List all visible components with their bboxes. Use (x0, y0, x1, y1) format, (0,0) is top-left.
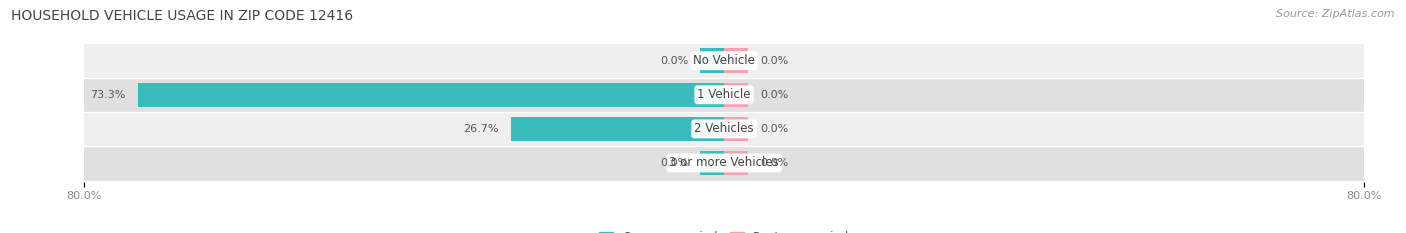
Bar (138, 82, 724, 107)
Text: 73.3%: 73.3% (90, 90, 127, 100)
Bar (700, 48, 724, 73)
Text: 0.0%: 0.0% (761, 158, 789, 168)
Text: 0.0%: 0.0% (659, 158, 688, 168)
Text: No Vehicle: No Vehicle (693, 54, 755, 67)
Bar (724, 48, 748, 73)
Text: 26.7%: 26.7% (463, 124, 499, 134)
Text: 3 or more Vehicles: 3 or more Vehicles (669, 157, 779, 169)
Text: HOUSEHOLD VEHICLE USAGE IN ZIP CODE 12416: HOUSEHOLD VEHICLE USAGE IN ZIP CODE 1241… (11, 9, 353, 23)
Text: 0.0%: 0.0% (761, 56, 789, 66)
Legend: Owner-occupied, Renter-occupied: Owner-occupied, Renter-occupied (593, 226, 855, 233)
Bar (510, 116, 724, 141)
Text: 1 Vehicle: 1 Vehicle (697, 88, 751, 101)
Text: 2 Vehicles: 2 Vehicles (695, 122, 754, 135)
Bar (84, 44, 1364, 78)
Bar (724, 151, 748, 175)
Text: Source: ZipAtlas.com: Source: ZipAtlas.com (1277, 9, 1395, 19)
Bar (724, 82, 748, 107)
Text: 0.0%: 0.0% (659, 56, 688, 66)
Bar (84, 112, 1364, 146)
Bar (724, 116, 748, 141)
Text: 0.0%: 0.0% (761, 124, 789, 134)
Text: 0.0%: 0.0% (761, 90, 789, 100)
Bar (84, 78, 1364, 112)
Bar (84, 146, 1364, 180)
Bar (700, 151, 724, 175)
